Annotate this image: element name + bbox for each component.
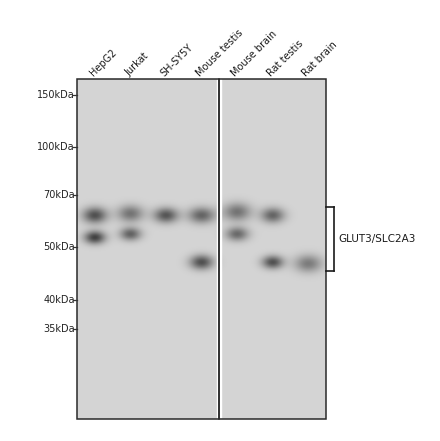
Bar xyxy=(219,79,326,419)
Text: 40kDa: 40kDa xyxy=(43,295,75,305)
Text: 100kDa: 100kDa xyxy=(37,142,75,152)
Text: Jurkat: Jurkat xyxy=(123,51,150,78)
Text: Rat brain: Rat brain xyxy=(301,40,340,78)
Text: 35kDa: 35kDa xyxy=(43,324,75,334)
Text: Mouse testis: Mouse testis xyxy=(194,28,245,78)
Text: 150kDa: 150kDa xyxy=(37,90,75,100)
Text: HepG2: HepG2 xyxy=(88,48,118,78)
Text: 50kDa: 50kDa xyxy=(43,243,75,252)
Text: 70kDa: 70kDa xyxy=(43,190,75,200)
Text: GLUT3/SLC2A3: GLUT3/SLC2A3 xyxy=(339,234,416,244)
Text: Rat testis: Rat testis xyxy=(265,39,305,78)
Text: Mouse brain: Mouse brain xyxy=(230,29,279,78)
Text: SH-SY5Y: SH-SY5Y xyxy=(159,42,195,78)
Bar xyxy=(77,79,219,419)
